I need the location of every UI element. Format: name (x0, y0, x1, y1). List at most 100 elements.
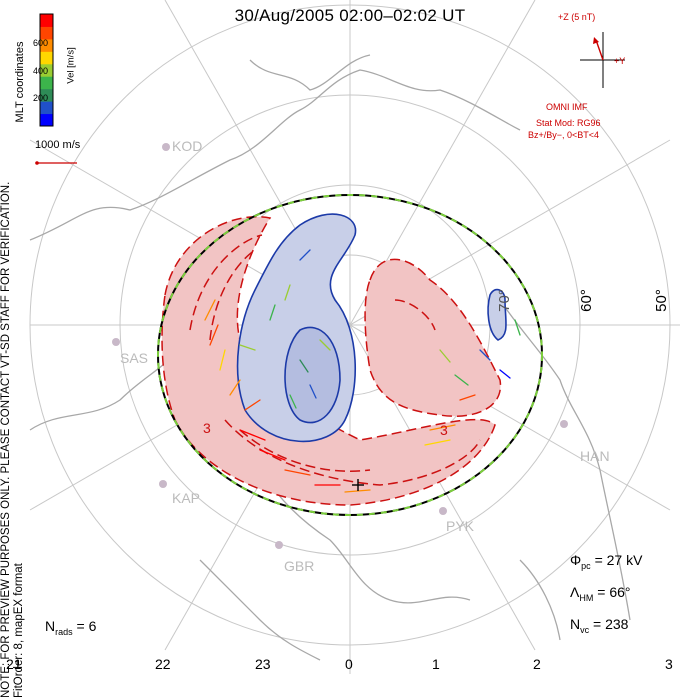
contour-label: 3 (203, 420, 211, 436)
vector (209, 324, 219, 346)
pos-contour-2 (189, 234, 263, 331)
vector (514, 319, 521, 336)
lat-label-70: 70° (495, 289, 513, 312)
station-marker (560, 420, 568, 428)
vector (239, 429, 266, 441)
vector-group-cell (239, 249, 331, 409)
vector (284, 469, 311, 476)
colorbar-tick: 600 (33, 38, 49, 48)
side-note-line1: NOTE: FOR PREVIEW PURPOSES ONLY. PLEASE … (0, 181, 12, 698)
vector (239, 344, 256, 351)
vector (299, 249, 311, 261)
vector (459, 394, 476, 401)
vector (204, 299, 216, 321)
station-label-pyk: PYK (446, 518, 475, 534)
imf-condition: Bz+/By−, 0<BT<4 (528, 130, 600, 140)
colorbar-segment (40, 14, 53, 27)
contour-label: 3 (440, 422, 448, 438)
imf-source: OMNI IMF (546, 102, 588, 112)
station-marker (112, 338, 120, 346)
n-rads-stat: Nrads = 6 (45, 618, 97, 637)
colorbar (39, 13, 54, 127)
meridian-d (164, 0, 536, 651)
vector (439, 349, 451, 363)
lat-label-50: 50° (652, 289, 670, 312)
station-label-sas: SAS (120, 350, 149, 366)
vector (229, 379, 241, 396)
coast-sw (199, 559, 321, 661)
colorbar-frame (39, 13, 54, 127)
station-markers (112, 143, 568, 549)
vector (424, 439, 451, 446)
colorbar-tick: 400 (33, 66, 49, 76)
mlt-tick: 23 (255, 656, 271, 672)
side-note-line2: FitOrder: 8, mapEX format (13, 563, 25, 698)
colorbar-unit: Vel [m/s] (65, 47, 77, 84)
hm-boundary (157, 194, 543, 516)
vector (454, 374, 469, 386)
mlt-tick: 1 (432, 656, 440, 672)
imf-y-label: +Y (614, 56, 626, 66)
station-marker (162, 143, 170, 151)
mlt-tick: 2 (533, 656, 541, 672)
side-note: NOTE: FOR PREVIEW PURPOSES ONLY. PLEASE … (0, 128, 26, 698)
vector (269, 304, 276, 321)
vector (284, 284, 291, 301)
vector-group-dawn (424, 319, 521, 446)
colorbar-segment (40, 76, 53, 90)
vector (289, 394, 297, 409)
negative-cell (236, 213, 507, 443)
imf-title: +Z (5 nT) (558, 12, 596, 22)
station-label-kap: KAP (172, 490, 201, 506)
mlt-tick: 21 (6, 656, 22, 672)
mlt-tick: 3 (665, 656, 673, 672)
colorbar-segment (40, 38, 53, 52)
negative-cell-east (487, 288, 507, 341)
vector (299, 359, 309, 373)
vector (319, 339, 331, 351)
velocity-vectors (204, 249, 521, 493)
colorbar-segment (40, 26, 53, 40)
pos-contour-3 (209, 249, 256, 341)
plot-title: 30/Aug/2005 02:00–02:02 UT (234, 6, 466, 25)
colorbar-segment (40, 113, 53, 127)
convection-map (29, 0, 680, 674)
pos-contour-6 (394, 299, 436, 331)
colorbar-segment (40, 51, 53, 65)
colorbar-segment (40, 63, 53, 77)
coastlines (29, 54, 631, 661)
vector (259, 449, 286, 461)
station-marker (275, 541, 283, 549)
coast-se (519, 559, 561, 641)
station-label-kod: KOD (172, 138, 203, 154)
colorbar-segment (40, 88, 53, 102)
negative-cell-core (284, 326, 341, 424)
reference-vector (35, 161, 77, 165)
mlt-tick: 22 (155, 656, 171, 672)
positive-cell (161, 216, 502, 506)
vector (429, 424, 456, 431)
coast-east (499, 299, 631, 621)
colorbar-segment (40, 101, 53, 115)
imf-model: Stat Mod: RG96 (536, 118, 601, 128)
positive-cell-fill-east (364, 258, 502, 417)
pole-marker (352, 479, 364, 491)
coordinate-label: MLT coordinates (14, 41, 26, 123)
n-vc-stat: Nvc = 238 (570, 616, 629, 635)
vector (499, 369, 511, 379)
coast-top (249, 54, 371, 91)
reference-vector-label: 1000 m/s (35, 139, 81, 151)
vector (309, 384, 317, 399)
hm-boundary-green (157, 194, 543, 516)
vector-group-dusk (204, 299, 371, 493)
station-marker (439, 507, 447, 515)
colorbar-tick: 200 (33, 93, 49, 103)
mlt-tick: 0 (345, 656, 353, 672)
coast-north (29, 69, 521, 241)
vector (244, 399, 261, 411)
station-marker (159, 480, 167, 488)
station-label-gbr: GBR (284, 558, 315, 574)
imf-clock (580, 32, 625, 88)
pos-contour-4 (224, 419, 481, 486)
pos-contour-5 (239, 429, 371, 472)
